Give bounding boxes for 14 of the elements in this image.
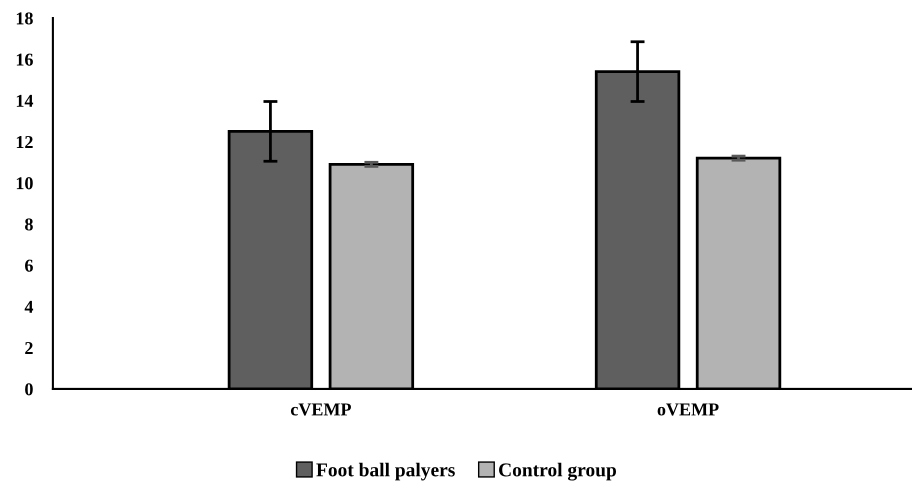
y-tick-label: 6 [25,260,33,272]
y-tick-label: 4 [24,300,34,313]
x-tick-label: oVEMP [658,404,719,416]
y-tick-label: 18 [16,12,33,24]
y-tick-label: 0 [25,383,33,396]
y-tick-label: 14 [16,94,34,107]
y-tick-label: 10 [16,177,33,190]
legend-label: Control group [499,462,616,481]
y-tick-label: 2 [25,342,33,354]
y-tick-label: 8 [25,218,33,231]
x-tick-label: cVEMP [290,404,351,416]
legend-label: Foot ball palyers [316,462,455,480]
y-tick-label: 12 [16,136,33,148]
y-tick-label: 16 [16,54,33,66]
